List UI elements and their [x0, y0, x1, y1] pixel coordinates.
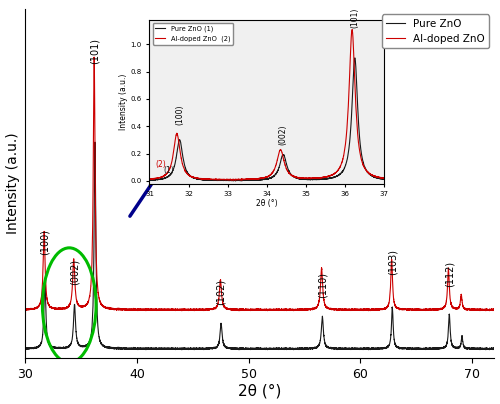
Pure ZnO	[236, 347, 242, 352]
Legend: Pure ZnO, Al-doped ZnO: Pure ZnO, Al-doped ZnO	[382, 15, 489, 48]
Text: (101): (101)	[90, 38, 100, 64]
Pure ZnO	[22, 345, 28, 350]
Al-doped ZnO	[300, 307, 306, 312]
Pure ZnO	[300, 346, 306, 351]
Y-axis label: Intensity (a.u.): Intensity (a.u.)	[6, 133, 20, 234]
Al-doped ZnO	[395, 306, 401, 311]
Line: Pure ZnO: Pure ZnO	[25, 142, 494, 350]
Al-doped ZnO	[22, 306, 28, 311]
Text: (100): (100)	[40, 229, 50, 255]
Text: (102): (102)	[216, 279, 226, 305]
Al-doped ZnO	[192, 307, 198, 312]
Text: (002): (002)	[70, 259, 80, 284]
Pure ZnO	[192, 346, 198, 351]
Pure ZnO	[46, 341, 52, 346]
Al-doped ZnO	[370, 307, 376, 312]
Al-doped ZnO	[320, 294, 326, 299]
Pure ZnO	[92, 140, 98, 145]
Pure ZnO	[395, 345, 401, 350]
Al-doped ZnO	[492, 307, 498, 312]
Text: (110): (110)	[318, 272, 328, 298]
Text: (112): (112)	[444, 261, 454, 287]
Al-doped ZnO	[46, 303, 52, 307]
Pure ZnO	[492, 346, 498, 351]
Pure ZnO	[370, 346, 376, 351]
Al-doped ZnO	[91, 55, 97, 60]
Al-doped ZnO	[236, 308, 242, 313]
X-axis label: 2θ (°): 2θ (°)	[238, 383, 282, 398]
Pure ZnO	[320, 328, 326, 333]
Line: Al-doped ZnO: Al-doped ZnO	[25, 57, 494, 311]
Text: (103): (103)	[388, 249, 398, 276]
